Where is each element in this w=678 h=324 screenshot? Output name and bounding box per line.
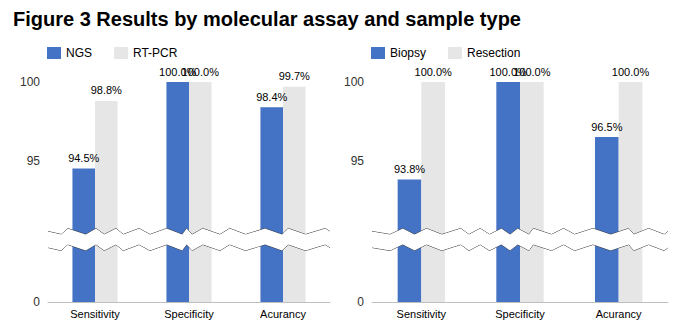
svg-text:Specificity: Specificity [164,308,214,320]
svg-text:Sensitivity: Sensitivity [70,308,120,320]
svg-text:Acurancy: Acurancy [260,308,306,320]
svg-text:93.8%: 93.8% [394,163,425,175]
svg-text:Figure 3 Results by molecular: Figure 3 Results by molecular assay and … [13,8,521,30]
svg-text:98.4%: 98.4% [256,91,287,103]
svg-text:99.7%: 99.7% [279,70,310,82]
svg-text:98.8%: 98.8% [91,84,122,96]
svg-text:94.5%: 94.5% [68,152,99,164]
svg-text:Acurancy: Acurancy [596,308,642,320]
svg-text:100: 100 [344,75,364,89]
svg-text:0: 0 [33,295,40,309]
svg-text:100.0%: 100.0% [182,66,220,78]
svg-text:100: 100 [20,75,40,89]
svg-text:Biopsy: Biopsy [390,46,426,60]
svg-text:100.0%: 100.0% [489,65,527,78]
svg-text:100.0%: 100.0% [513,66,551,78]
svg-text:NGS: NGS [66,46,92,60]
svg-text:RT-PCR: RT-PCR [133,46,178,60]
svg-text:100.0%: 100.0% [159,65,197,78]
svg-text:Specificity: Specificity [495,308,545,320]
svg-text:100.0%: 100.0% [415,66,453,78]
svg-text:95: 95 [27,154,41,168]
svg-text:0: 0 [357,295,364,309]
svg-text:Sensitivity: Sensitivity [397,308,447,320]
svg-text:100.0%: 100.0% [612,66,650,78]
svg-text:95: 95 [351,154,365,168]
svg-text:Resection: Resection [467,46,520,60]
svg-text:96.5%: 96.5% [591,121,622,133]
